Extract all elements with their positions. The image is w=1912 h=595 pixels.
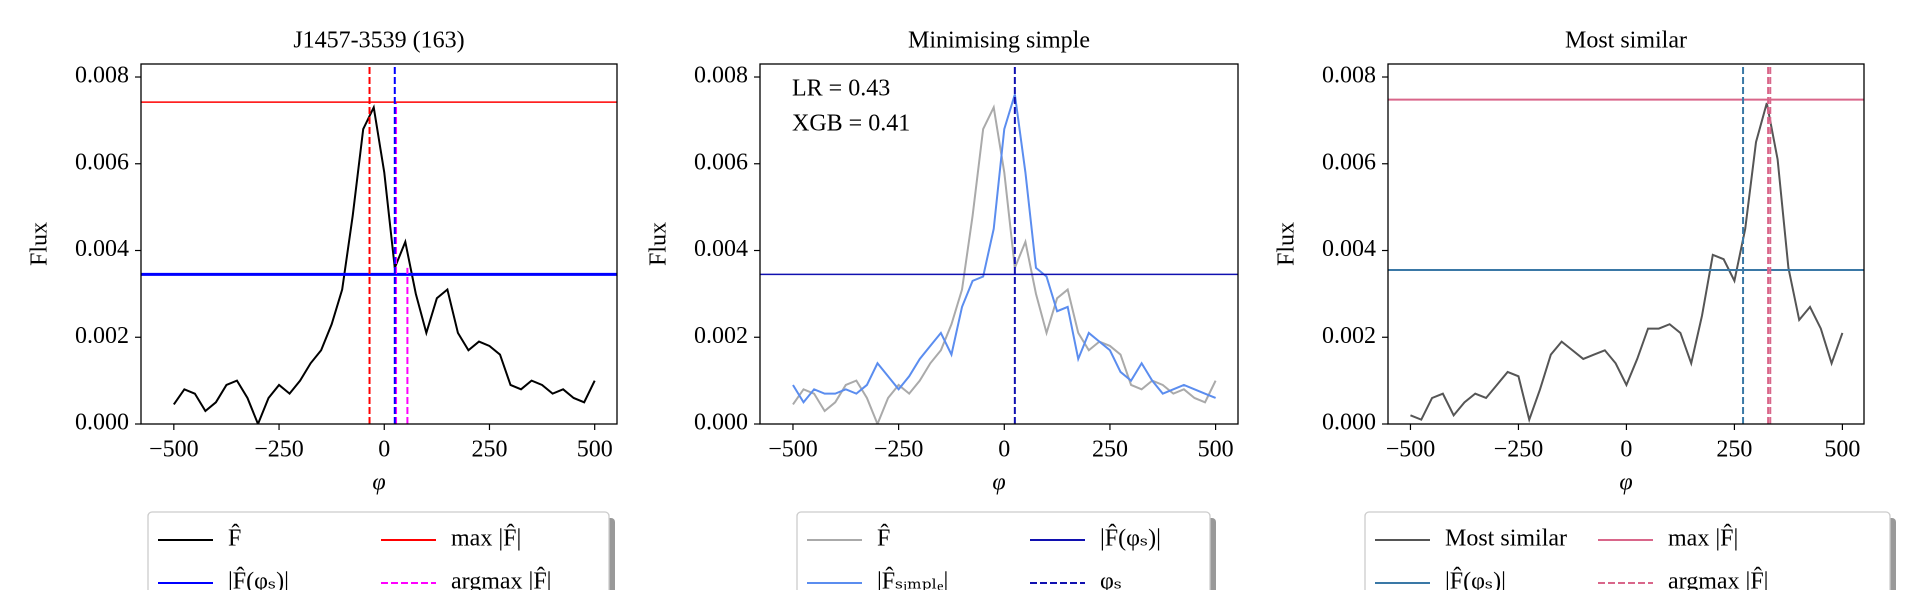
x-tick-label: 500	[577, 437, 613, 463]
y-tick-label: 0.006	[694, 149, 748, 175]
legend-label: F̂	[228, 524, 241, 552]
chart-title: Most similar	[1565, 28, 1687, 54]
plot-area	[141, 64, 617, 424]
x-axis-label: φ	[372, 470, 385, 496]
y-tick-label: 0.006	[75, 149, 129, 175]
legend-label: argmax |F̂|	[1668, 567, 1769, 590]
chart-title: Minimising simple	[908, 28, 1090, 54]
legend-label: |F̂(φₛ)|	[1100, 524, 1161, 552]
legend-label: |F̂ₛᵢₘₚₗₑ|	[877, 567, 948, 590]
y-tick-label: 0.006	[1322, 149, 1376, 175]
x-tick-label: −250	[1494, 437, 1544, 463]
x-tick-label: 250	[471, 437, 507, 463]
x-axis-label: φ	[992, 470, 1005, 496]
legend-label: Most similar	[1445, 526, 1567, 552]
legend-label: max |F̂|	[451, 524, 521, 552]
x-tick-label: −500	[768, 437, 818, 463]
data-line	[792, 104, 1217, 424]
legend-box	[796, 511, 1211, 595]
y-axis-label: Flux	[646, 222, 672, 266]
data-line	[1410, 102, 1844, 424]
data-line	[792, 94, 1216, 405]
legend-label: F̂	[877, 524, 890, 552]
x-tick-label: 250	[1716, 437, 1752, 463]
x-tick-label: 0	[378, 437, 390, 463]
plot-area	[1388, 64, 1864, 424]
legend-label: φₛ	[1100, 569, 1122, 591]
x-tick-label: 500	[1198, 437, 1234, 463]
x-axis-label: φ	[1619, 470, 1632, 496]
y-tick-label: 0.004	[694, 236, 748, 262]
legend-label: |F̂(φₛ)|	[1445, 567, 1506, 590]
y-tick-label: 0.000	[694, 410, 748, 436]
x-tick-label: 0	[998, 437, 1010, 463]
y-tick-label: 0.004	[75, 236, 129, 262]
data-line	[173, 104, 596, 424]
annotation: XGB = 0.41	[792, 111, 910, 137]
annotation: LR = 0.43	[792, 76, 890, 102]
y-tick-label: 0.002	[694, 323, 748, 349]
plot-frame	[759, 63, 1239, 425]
y-tick-label: 0.008	[1322, 63, 1376, 89]
y-tick-label: 0.000	[1322, 410, 1376, 436]
y-tick-label: 0.008	[694, 63, 748, 89]
chart-title: J1457-3539 (163)	[293, 28, 464, 54]
plot-frame	[1387, 63, 1865, 425]
y-axis-label: Flux	[27, 222, 53, 266]
legend-label: max |F̂|	[1668, 524, 1738, 552]
y-tick-label: 0.000	[75, 410, 129, 436]
x-tick-label: 0	[1620, 437, 1632, 463]
legend-box	[1364, 511, 1891, 595]
y-tick-label: 0.002	[1322, 323, 1376, 349]
x-tick-label: −500	[149, 437, 199, 463]
y-tick-label: 0.004	[1322, 236, 1376, 262]
y-axis-label: Flux	[1274, 222, 1300, 266]
y-tick-label: 0.002	[75, 323, 129, 349]
x-tick-label: 500	[1824, 437, 1860, 463]
x-tick-label: −250	[874, 437, 924, 463]
y-tick-label: 0.008	[75, 63, 129, 89]
x-tick-label: −500	[1386, 437, 1436, 463]
legend-box	[147, 511, 610, 595]
x-tick-label: −250	[254, 437, 304, 463]
x-tick-label: 250	[1092, 437, 1128, 463]
plot-area	[760, 64, 1238, 424]
legend-label: |F̂(φₛ)|	[228, 567, 289, 590]
legend-label: argmax |F̂|	[451, 567, 552, 590]
plot-frame	[140, 63, 618, 425]
